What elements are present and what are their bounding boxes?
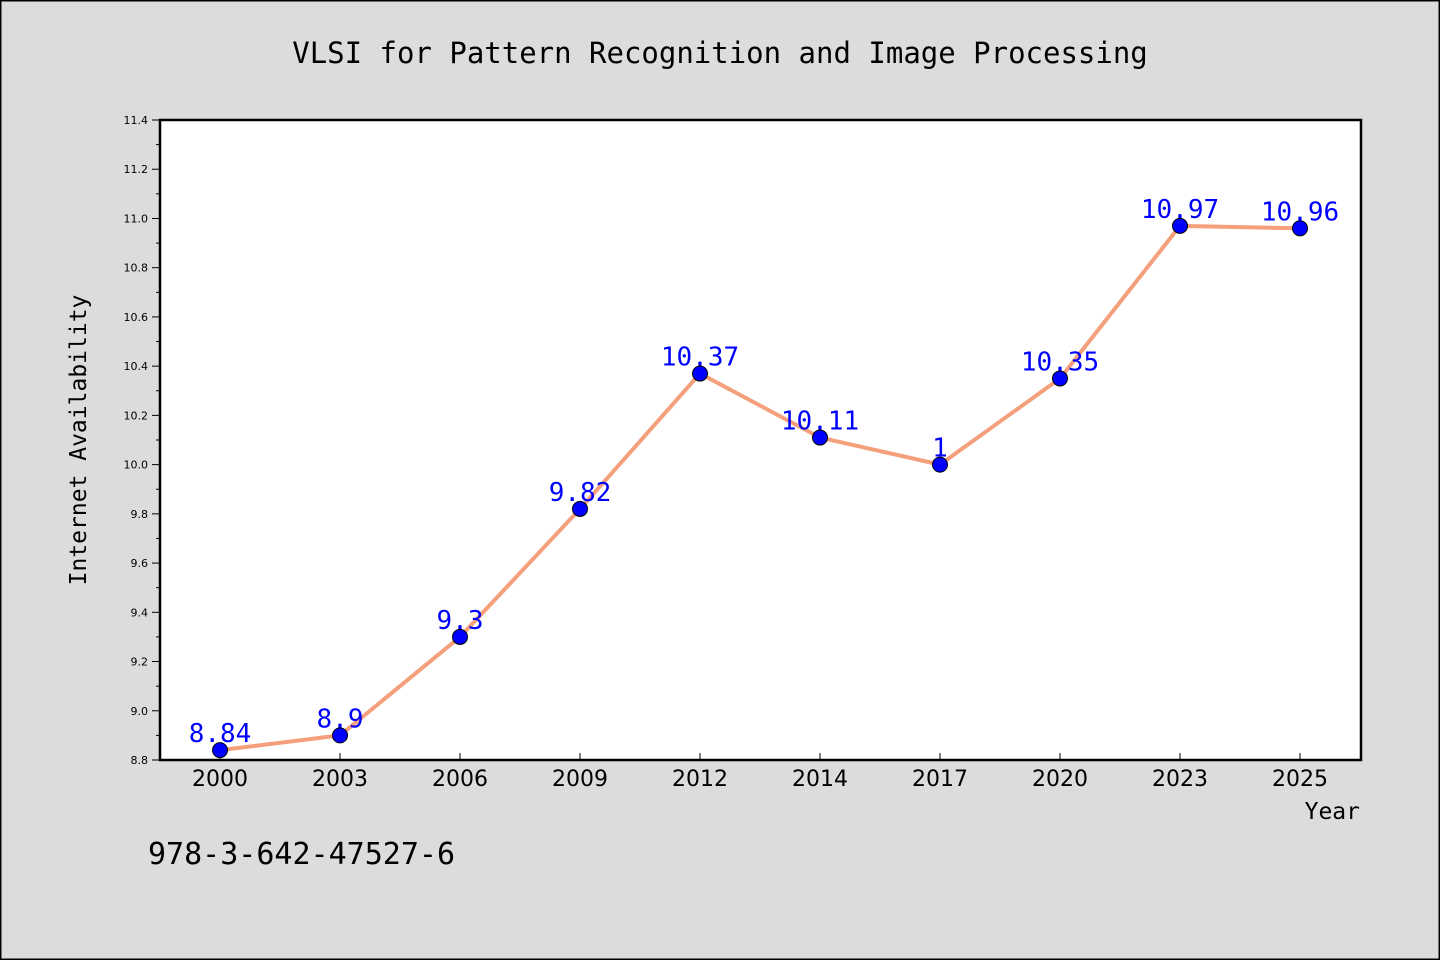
- x-tick-label: 2020: [1032, 767, 1088, 792]
- x-tick-label: 2003: [312, 767, 368, 792]
- data-labels: 8.84 8.9 9.3 9.82 10.37 10.11 1 10.35 10.97 10.96: [189, 195, 1339, 749]
- y-tick-label: 11.4: [124, 114, 149, 127]
- y-tick-label: 9.0: [131, 705, 149, 718]
- y-tick-label: 8.8: [131, 754, 149, 767]
- x-axis-label: Year: [1305, 799, 1360, 825]
- data-label: 9.3: [437, 606, 484, 636]
- x-tick-label: 2009: [552, 767, 608, 792]
- y-tick-label: 11.2: [124, 163, 149, 176]
- data-point: [212, 742, 228, 759]
- y-tick-label: 10.8: [124, 262, 149, 275]
- y-tick-label: 10.2: [124, 409, 149, 422]
- data-label: 10.97: [1141, 195, 1219, 225]
- y-tick-label: 9.2: [131, 656, 149, 669]
- data-point: [1172, 217, 1188, 234]
- y-axis-label: Internet Availability: [66, 295, 92, 586]
- data-point: [332, 727, 348, 744]
- series-line: [219, 223, 1301, 753]
- x-tick-label: 2025: [1272, 767, 1328, 792]
- x-axis: 2000 2003 2006 2009 2012 2014 2017 2020 2023 2025: [192, 753, 1328, 792]
- data-label: 8.84: [189, 719, 252, 749]
- y-tick-label: 10.4: [124, 360, 149, 373]
- chart-title: VLSI for Pattern Recognition and Image P…: [292, 36, 1148, 70]
- x-tick-label: 2012: [672, 767, 728, 792]
- x-tick-label: 2014: [792, 767, 848, 792]
- y-tick-label: 9.8: [131, 508, 149, 521]
- plot-area: [158, 118, 1363, 762]
- data-point: [932, 456, 948, 473]
- data-point: [572, 500, 588, 517]
- data-point: [1292, 220, 1308, 237]
- data-label: 9.82: [549, 478, 612, 508]
- data-label: 10.35: [1021, 347, 1099, 377]
- data-point: [812, 429, 828, 446]
- data-label: 10.37: [661, 343, 739, 373]
- y-tick-label: 9.4: [131, 606, 149, 619]
- data-point: [1052, 370, 1068, 387]
- series-markers: [212, 217, 1308, 759]
- x-tick-label: 2017: [912, 767, 968, 792]
- x-tick-label: 2000: [192, 767, 248, 792]
- y-axis: 8.8 9.0 9.2 9.4 9.6 9.8 10.0 10.2 10.4 10.6 10.8 11…: [124, 114, 160, 767]
- data-point: [692, 365, 708, 382]
- data-point: [452, 628, 468, 645]
- y-tick-label: 10.6: [124, 311, 149, 324]
- isbn-text: 978-3-642-47527-6: [148, 837, 455, 872]
- x-tick-label: 2023: [1152, 767, 1208, 792]
- y-tick-label: 11.0: [124, 212, 149, 225]
- data-label: 8.9: [317, 704, 364, 734]
- x-tick-label: 2006: [432, 767, 488, 792]
- y-tick-label: 9.6: [131, 557, 149, 570]
- data-label: 10.11: [781, 407, 859, 437]
- data-label: 10.96: [1261, 197, 1339, 227]
- y-tick-label: 10.0: [124, 459, 149, 472]
- data-label: 1: [932, 434, 948, 464]
